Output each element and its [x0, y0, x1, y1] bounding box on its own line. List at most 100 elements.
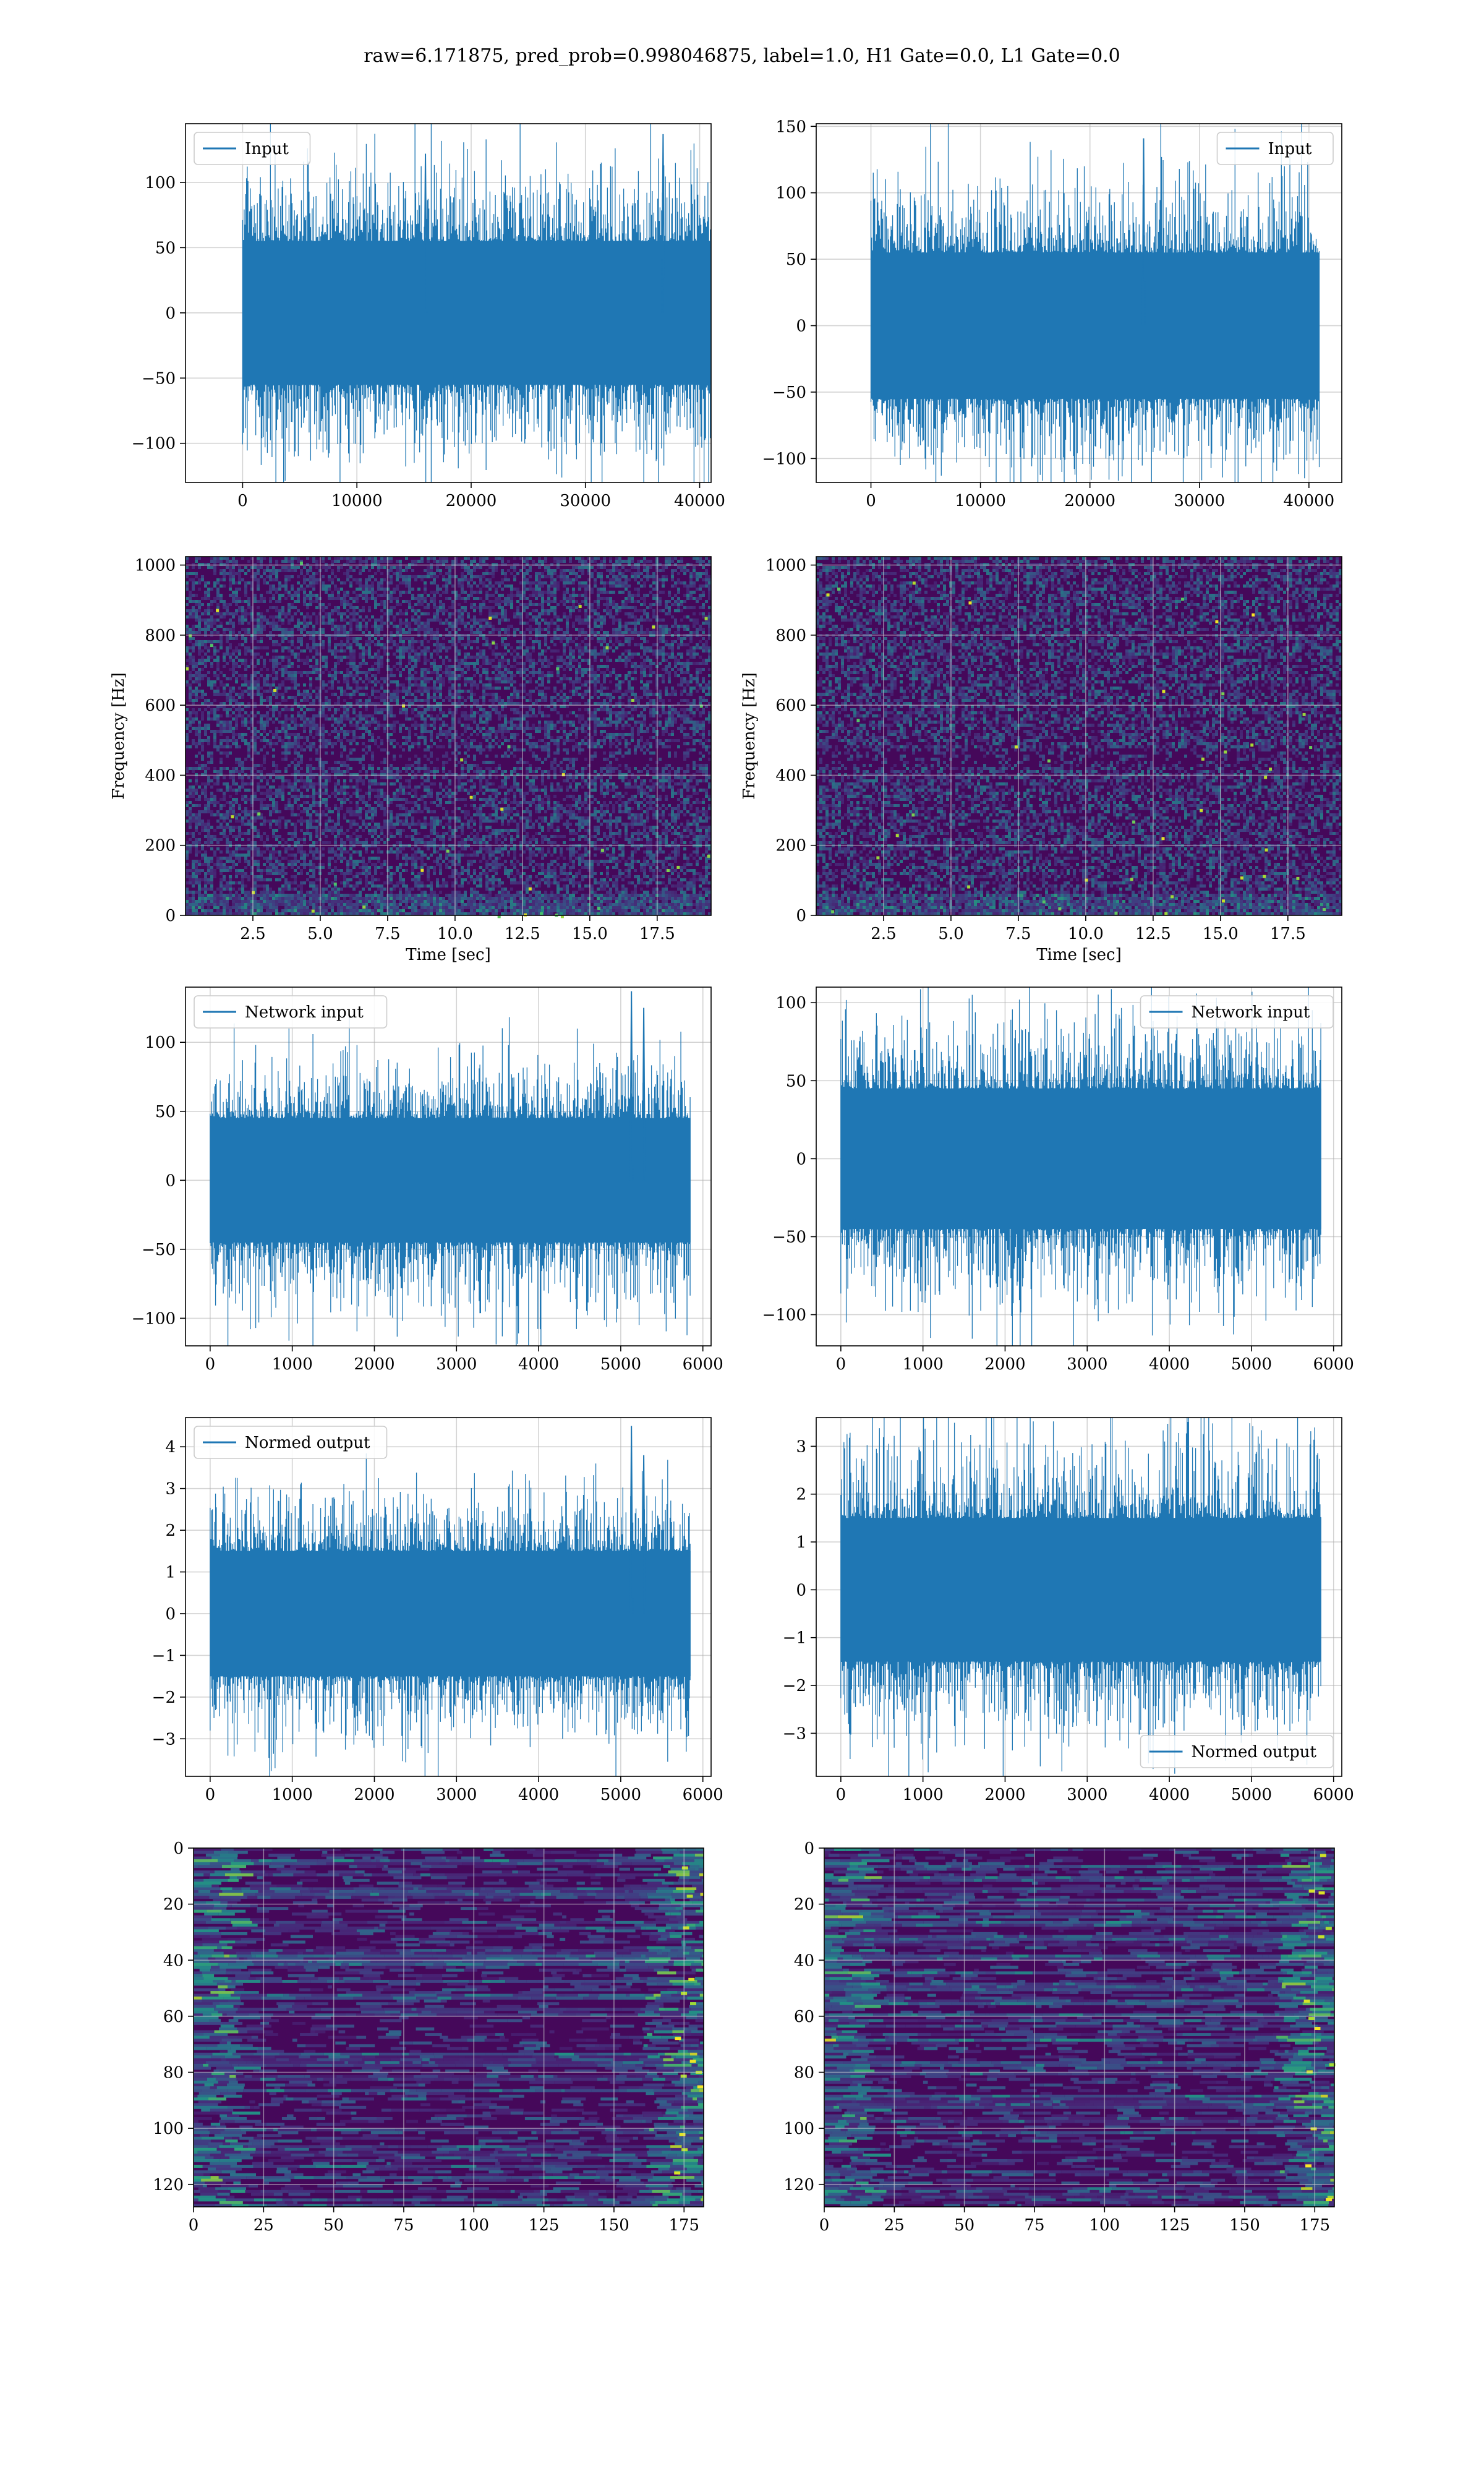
y-tick-label: −100	[762, 1306, 806, 1325]
y-tick-label: 0	[173, 1839, 184, 1858]
y-tick-label: −2	[783, 1677, 806, 1695]
row1-right-panel: 0 10000 20000 30000 40000−100−50050100150Inp…	[762, 106, 1342, 517]
y-tick-label: 2	[796, 1486, 806, 1504]
y-tick-label: 400	[775, 766, 806, 785]
x-axis-label: Time [sec]	[1036, 946, 1122, 964]
row2-right-spectrogram-panel: 2.5 5.0 7.5 10.0 12.5 15.0 17.5020040060080010…	[740, 557, 1342, 964]
y-tick-label: 400	[145, 766, 176, 785]
legend-label: Input	[245, 140, 289, 158]
legend-label: Normed output	[1192, 1743, 1317, 1761]
x-tick-label: 0	[819, 2216, 830, 2235]
y-tick-label: 1000	[765, 557, 806, 575]
x-tick-label: 25	[254, 2216, 274, 2235]
x-tick-label: 3000	[436, 1786, 477, 1804]
panels: 0 10000 20000 30000 40000−100−50050100Input0…	[109, 106, 1354, 2235]
y-tick-label: 1000	[135, 557, 176, 575]
x-tick-label: 10.0	[437, 925, 473, 943]
x-tick-label: 3000	[1067, 1355, 1107, 1374]
x-tick-label: 5000	[1231, 1355, 1272, 1374]
x-tick-label: 7.5	[1005, 925, 1031, 943]
y-tick-label: 80	[794, 2064, 814, 2082]
x-tick-label: 175	[668, 2216, 699, 2235]
x-tick-label: 100	[458, 2216, 489, 2235]
x-tick-label: 6000	[1313, 1355, 1354, 1374]
x-tick-label: 2000	[354, 1355, 394, 1374]
legend-label: Network input	[245, 1003, 364, 1022]
row2-right-spectrogram-cells	[816, 557, 1342, 915]
x-tick-label: 100	[1089, 2216, 1120, 2235]
y-tick-label: 20	[794, 1896, 814, 1914]
x-tick-label: 5000	[600, 1786, 641, 1804]
y-tick-label: 0	[165, 1605, 176, 1624]
row4-right-panel: 0 1000 2000 3000 4000 5000 6000−3−2−10123Norme…	[783, 1356, 1354, 1805]
y-tick-label: 50	[155, 1103, 176, 1121]
x-tick-label: 50	[954, 2216, 974, 2235]
x-tick-label: 125	[1159, 2216, 1190, 2235]
y-tick-label: 2	[165, 1522, 176, 1540]
x-tick-label: 12.5	[505, 925, 540, 943]
x-tick-label: 3000	[1067, 1786, 1107, 1804]
x-tick-label: 20000	[446, 492, 497, 510]
x-tick-label: 2000	[984, 1355, 1025, 1374]
signal-trace	[210, 1017, 690, 1368]
y-tick-label: 60	[163, 2008, 184, 2026]
y-tick-label: −50	[772, 1228, 806, 1246]
y-tick-label: 1	[165, 1564, 176, 1582]
x-tick-label: 2000	[984, 1786, 1025, 1804]
row5-left-features-cells	[194, 1848, 704, 2207]
y-tick-label: −3	[783, 1724, 806, 1743]
y-tick-label: −100	[132, 435, 176, 453]
x-tick-label: 150	[599, 2216, 629, 2235]
y-tick-label: 0	[796, 1150, 806, 1168]
x-tick-label: 1000	[272, 1355, 313, 1374]
x-tick-label: 6000	[683, 1355, 723, 1374]
row1-right-series	[871, 106, 1320, 517]
y-axis-label: Frequency [Hz]	[740, 672, 759, 800]
legend: Input	[1217, 132, 1334, 165]
x-tick-label: 12.5	[1135, 925, 1171, 943]
x-tick-label: 2000	[354, 1786, 394, 1804]
x-tick-label: 3000	[436, 1355, 477, 1374]
x-tick-label: 150	[1229, 2216, 1260, 2235]
x-tick-label: 0	[836, 1786, 846, 1804]
y-tick-label: 4	[165, 1438, 176, 1457]
row1-left-series	[242, 109, 710, 550]
x-tick-label: 40000	[1284, 492, 1335, 510]
x-tick-label: 0	[205, 1786, 216, 1804]
y-tick-label: 600	[775, 696, 806, 715]
x-tick-label: 6000	[683, 1786, 723, 1804]
signal-trace	[210, 1453, 690, 1796]
y-tick-label: 50	[155, 239, 176, 257]
x-tick-label: 20000	[1064, 492, 1115, 510]
y-tick-label: −3	[152, 1730, 176, 1748]
y-tick-label: −100	[762, 450, 806, 468]
y-tick-label: 40	[163, 1951, 184, 1970]
x-tick-label: 10000	[331, 492, 383, 510]
x-tick-label: 40000	[674, 492, 725, 510]
y-tick-label: 3	[165, 1480, 176, 1499]
legend-label: Network input	[1192, 1003, 1310, 1022]
x-tick-label: 2.5	[871, 925, 896, 943]
y-tick-label: 120	[783, 2176, 814, 2194]
x-tick-label: 0	[237, 492, 248, 510]
legend: Network input	[194, 996, 387, 1028]
x-tick-label: 125	[529, 2216, 560, 2235]
x-tick-label: 4000	[1149, 1355, 1190, 1374]
y-tick-label: 800	[775, 627, 806, 645]
x-tick-label: 30000	[560, 492, 611, 510]
y-tick-label: 200	[145, 837, 176, 855]
x-tick-label: 175	[1299, 2216, 1330, 2235]
x-tick-label: 5000	[600, 1355, 641, 1374]
y-tick-label: −1	[152, 1646, 176, 1665]
figure-title: raw=6.171875, pred_prob=0.998046875, lab…	[364, 45, 1120, 67]
y-tick-label: 0	[804, 1839, 814, 1858]
x-tick-label: 0	[205, 1355, 216, 1374]
x-tick-label: 0	[866, 492, 876, 510]
signal-trace	[242, 109, 710, 550]
y-tick-label: 40	[794, 1951, 814, 1970]
y-tick-label: 0	[165, 1171, 176, 1190]
